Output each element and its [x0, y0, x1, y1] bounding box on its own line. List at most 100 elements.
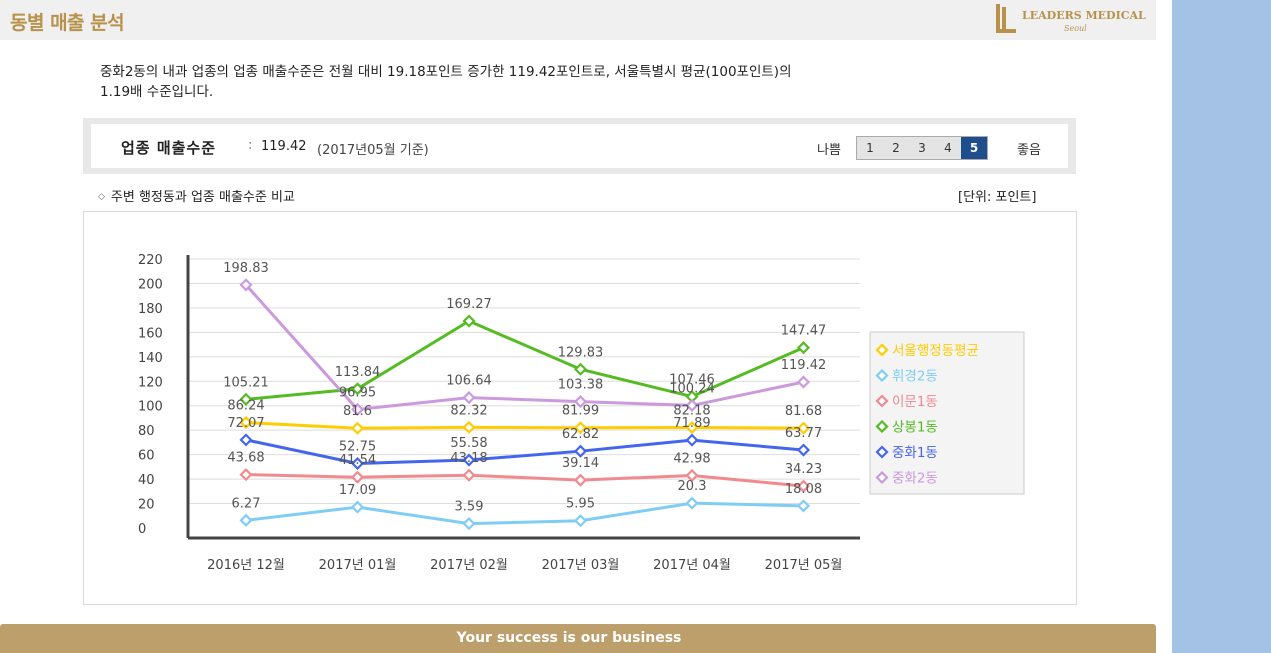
data-point-marker	[685, 496, 699, 510]
data-label: 18.08	[785, 482, 822, 497]
data-point-marker	[685, 420, 699, 435]
data-point-marker	[462, 420, 476, 434]
score-date: (2017년05월 기준)	[317, 143, 429, 158]
summary-line-1: 중화2동의 내과 업종의 업종 매출수준은 전월 대비 19.18포인트 증가한…	[100, 64, 792, 80]
data-label: 81.99	[562, 404, 599, 419]
data-label: 103.38	[558, 378, 604, 393]
legend-label: 상봉1동	[892, 420, 938, 436]
legend-marker	[875, 470, 889, 485]
legend-label: 서울행정동평균	[892, 343, 979, 359]
data-point-marker	[685, 398, 699, 412]
legend-label: 이문1동	[892, 394, 938, 410]
score-box: 업종 매출수준 : 119.42 (2017년05월 기준) 나쁨 1 2 3 …	[83, 118, 1076, 174]
legend-marker	[875, 419, 889, 434]
logo-mark-icon	[996, 4, 1016, 33]
data-label: 82.32	[450, 403, 487, 418]
data-label: 119.42	[781, 358, 827, 373]
x-tick-label: 2017년 01월	[319, 558, 397, 573]
data-point-marker	[573, 444, 588, 458]
grade-2: 2	[892, 141, 900, 155]
data-label: 107.46	[669, 373, 715, 388]
data-point-marker	[462, 468, 476, 482]
x-tick-label: 2017년 04월	[653, 558, 731, 573]
data-point-marker	[239, 415, 253, 430]
data-point-marker	[239, 278, 253, 292]
data-point-marker	[350, 382, 365, 396]
data-label: 81.68	[785, 404, 822, 419]
legend-label: 중화1동	[892, 445, 938, 461]
data-point-marker	[796, 443, 811, 457]
data-label: 34.23	[785, 462, 822, 477]
grade-5: 5	[961, 137, 987, 159]
data-label: 105.21	[223, 375, 269, 390]
data-point-marker	[350, 500, 365, 514]
data-point-marker	[573, 395, 588, 409]
data-label: 6.27	[232, 496, 261, 511]
data-label: 62.82	[562, 427, 599, 442]
data-label: 63.77	[785, 426, 822, 441]
logo-text: LEADERS MEDICAL	[1022, 9, 1146, 22]
company-logo: LEADERS MEDICAL Seoul	[994, 3, 1146, 37]
y-tick-label: 60	[138, 449, 155, 464]
y-tick-label: 120	[138, 375, 163, 390]
legend-label: 중화2동	[892, 471, 938, 487]
data-label: 17.09	[339, 483, 376, 498]
series-line	[244, 283, 804, 412]
y-tick-label: 100	[138, 400, 163, 415]
y-tick-label: 140	[138, 351, 163, 366]
grade-good-label: 좋음	[1017, 143, 1041, 158]
y-tick-label: 20	[138, 498, 155, 513]
data-label: 113.84	[335, 365, 381, 380]
diamond-bullet-icon: ◇	[98, 192, 105, 202]
data-point-marker	[350, 456, 365, 471]
series-line	[245, 473, 804, 488]
series-line	[245, 421, 804, 430]
y-tick-label: 180	[138, 302, 163, 317]
unit-label: [단위: 포인트]	[958, 190, 1037, 205]
data-label: 81.6	[343, 404, 372, 419]
series-line	[245, 438, 804, 466]
summary-text: 중화2동의 내과 업종의 업종 매출수준은 전월 대비 19.18포인트 증가한…	[100, 62, 1060, 102]
data-label: 106.64	[446, 374, 492, 389]
footer-slogan: Your success is our business	[456, 630, 682, 646]
data-point-marker	[462, 391, 476, 405]
data-point-marker	[685, 468, 699, 483]
y-tick-label: 40	[138, 473, 155, 488]
data-point-marker	[573, 514, 588, 528]
series-line	[245, 501, 804, 526]
data-point-marker	[462, 453, 476, 467]
y-tick-label: 220	[138, 253, 163, 268]
data-label: 41.54	[339, 453, 376, 468]
data-label: 20.3	[678, 479, 707, 494]
line-chart: 0 20 40 60 80 100 120 140 160 180 200 220 2016년 12월 2…	[138, 253, 1025, 573]
data-point-marker	[239, 513, 253, 527]
data-point-marker	[573, 473, 588, 487]
grade-bad-label: 나쁨	[817, 143, 841, 158]
data-point-marker	[685, 433, 699, 447]
chart-section-title: ◇ 주변 행정동과 업종 매출수준 비교	[98, 186, 295, 205]
grade-1: 1	[866, 141, 874, 155]
data-point-marker	[350, 470, 365, 484]
legend-label: 휘경2동	[892, 369, 938, 385]
data-point-marker	[350, 402, 365, 417]
legend-marker	[875, 445, 889, 459]
data-label: 147.47	[781, 324, 827, 339]
data-label: 5.95	[566, 497, 595, 512]
score-colon: :	[248, 138, 253, 153]
data-label: 129.83	[558, 345, 604, 360]
data-point-marker	[796, 341, 811, 355]
x-tick-label: 2017년 05월	[765, 558, 843, 573]
grade-3: 3	[918, 141, 926, 155]
data-point-marker	[462, 517, 476, 531]
data-point-marker	[573, 421, 588, 435]
data-label: 55.58	[450, 436, 487, 451]
chart-section-title-text: 주변 행정동과 업종 매출수준 비교	[110, 190, 295, 205]
data-point-marker	[796, 479, 811, 493]
x-tick-label: 2016년 12월	[207, 558, 285, 573]
data-point-marker	[239, 433, 253, 447]
data-point-marker	[350, 421, 365, 435]
data-label: 100.24	[669, 381, 715, 396]
grade-4: 4	[944, 141, 952, 155]
summary-line-2: 1.19배 수준입니다.	[100, 84, 214, 100]
data-label: 43.68	[227, 451, 264, 466]
